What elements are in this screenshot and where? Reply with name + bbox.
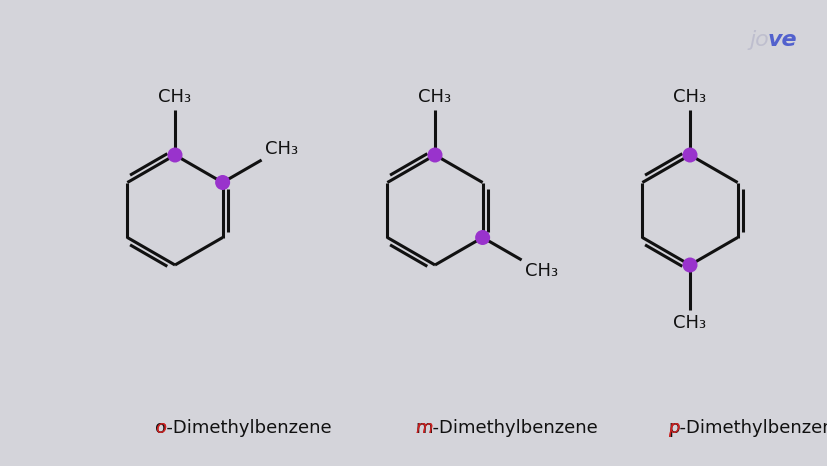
Circle shape	[681, 148, 696, 163]
Text: p-Dimethylbenzene: p-Dimethylbenzene	[667, 419, 827, 437]
Text: p: p	[667, 419, 679, 437]
Text: o-Dimethylbenzene: o-Dimethylbenzene	[155, 419, 332, 437]
Circle shape	[681, 258, 696, 273]
Text: ve: ve	[767, 30, 796, 50]
Text: o: o	[155, 419, 165, 437]
Text: CH₃: CH₃	[672, 314, 705, 332]
Text: m: m	[414, 419, 432, 437]
Text: m: m	[414, 419, 432, 437]
Circle shape	[427, 148, 442, 163]
Circle shape	[475, 230, 490, 245]
Text: o: o	[155, 419, 165, 437]
Text: jo: jo	[749, 30, 769, 50]
Text: CH₃: CH₃	[265, 140, 298, 158]
Text: CH₃: CH₃	[524, 262, 557, 280]
Circle shape	[167, 148, 182, 163]
Text: p: p	[667, 419, 679, 437]
Text: CH₃: CH₃	[418, 88, 451, 106]
Text: m-Dimethylbenzene: m-Dimethylbenzene	[414, 419, 597, 437]
Text: CH₃: CH₃	[672, 88, 705, 106]
Text: CH₃: CH₃	[158, 88, 191, 106]
Circle shape	[215, 175, 230, 190]
